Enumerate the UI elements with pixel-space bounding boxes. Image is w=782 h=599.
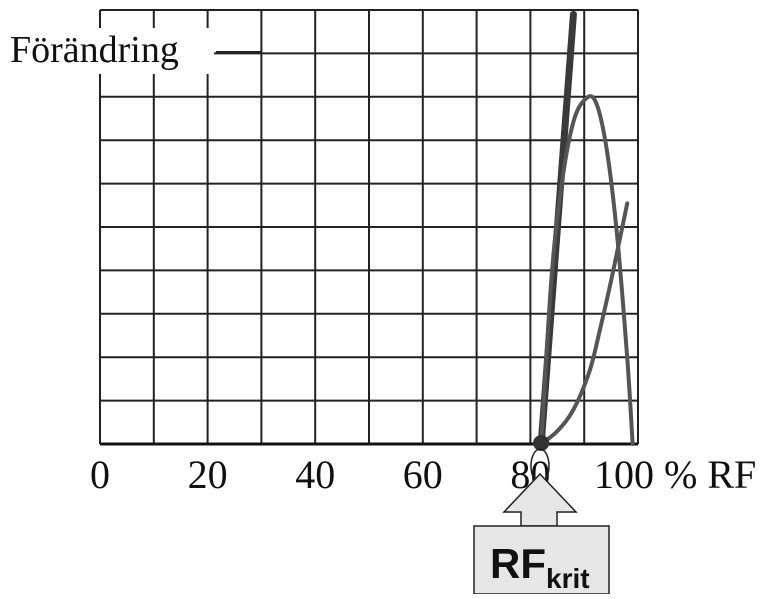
x-tick-label: 100 % RF [594, 452, 756, 497]
series-group [533, 10, 635, 451]
x-tick-label: 0 [90, 452, 110, 497]
x-tick-label: 40 [295, 452, 335, 497]
rf-krit-marker: RFkrit [473, 448, 610, 595]
rf-krit-label-main: RF [490, 540, 546, 587]
series-line-3 [539, 201, 630, 446]
x-tick-label: 60 [403, 452, 443, 497]
x-tick-label: 20 [188, 452, 228, 497]
rf-krit-label-sub: krit [546, 563, 590, 594]
ylabel-backdrop [4, 28, 214, 74]
rf-krit-box [473, 525, 610, 595]
x-tick-labels: 0 20 40 60 80 100 % RF [90, 452, 756, 497]
rf-krit-point [533, 435, 550, 451]
y-axis-label: Förändring [10, 29, 179, 71]
rf-krit-label: RFkrit [490, 540, 590, 594]
series-line-2 [539, 94, 635, 446]
